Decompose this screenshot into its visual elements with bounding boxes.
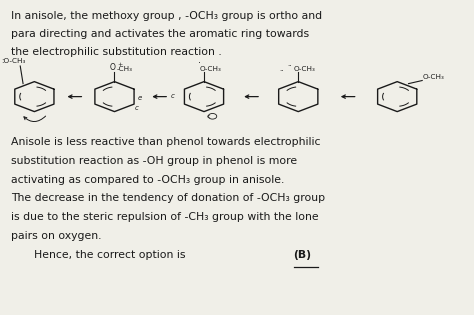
- Text: ··: ··: [279, 68, 284, 74]
- Text: pairs on oxygen.: pairs on oxygen.: [11, 231, 101, 241]
- Text: is due to the steric repulsion of -CH₃ group with the lone: is due to the steric repulsion of -CH₃ g…: [11, 212, 319, 222]
- Text: c: c: [206, 114, 210, 119]
- Text: Hence, the correct option is: Hence, the correct option is: [35, 249, 186, 260]
- Text: -CH₃: -CH₃: [117, 66, 133, 72]
- Text: ··: ··: [287, 64, 292, 70]
- Text: :O-CH₃: :O-CH₃: [1, 59, 26, 65]
- Text: In anisole, the methoxy group , -OCH₃ group is ortho and: In anisole, the methoxy group , -OCH₃ gr…: [11, 11, 322, 21]
- Text: O-CH₃: O-CH₃: [293, 66, 315, 72]
- Text: O-CH₃: O-CH₃: [199, 66, 221, 72]
- Text: e: e: [138, 95, 142, 101]
- Text: (B): (B): [293, 249, 311, 260]
- Text: activating as compared to -OCH₃ group in anisole.: activating as compared to -OCH₃ group in…: [11, 175, 284, 185]
- Text: substitution reaction as -OH group in phenol is more: substitution reaction as -OH group in ph…: [11, 156, 297, 166]
- Text: O: O: [110, 63, 116, 72]
- Text: O-CH₃: O-CH₃: [422, 74, 444, 80]
- Text: .: .: [198, 55, 201, 65]
- Text: para directing and activates the aromatic ring towards: para directing and activates the aromati…: [11, 30, 309, 39]
- Text: the electrophilic substitution reaction .: the electrophilic substitution reaction …: [11, 47, 221, 57]
- Text: c: c: [135, 105, 138, 111]
- Text: c: c: [171, 93, 175, 99]
- Text: Anisole is less reactive than phenol towards electrophilic: Anisole is less reactive than phenol tow…: [11, 137, 320, 147]
- Text: The decrease in the tendency of donation of -OCH₃ group: The decrease in the tendency of donation…: [11, 193, 325, 203]
- Text: +: +: [117, 62, 122, 67]
